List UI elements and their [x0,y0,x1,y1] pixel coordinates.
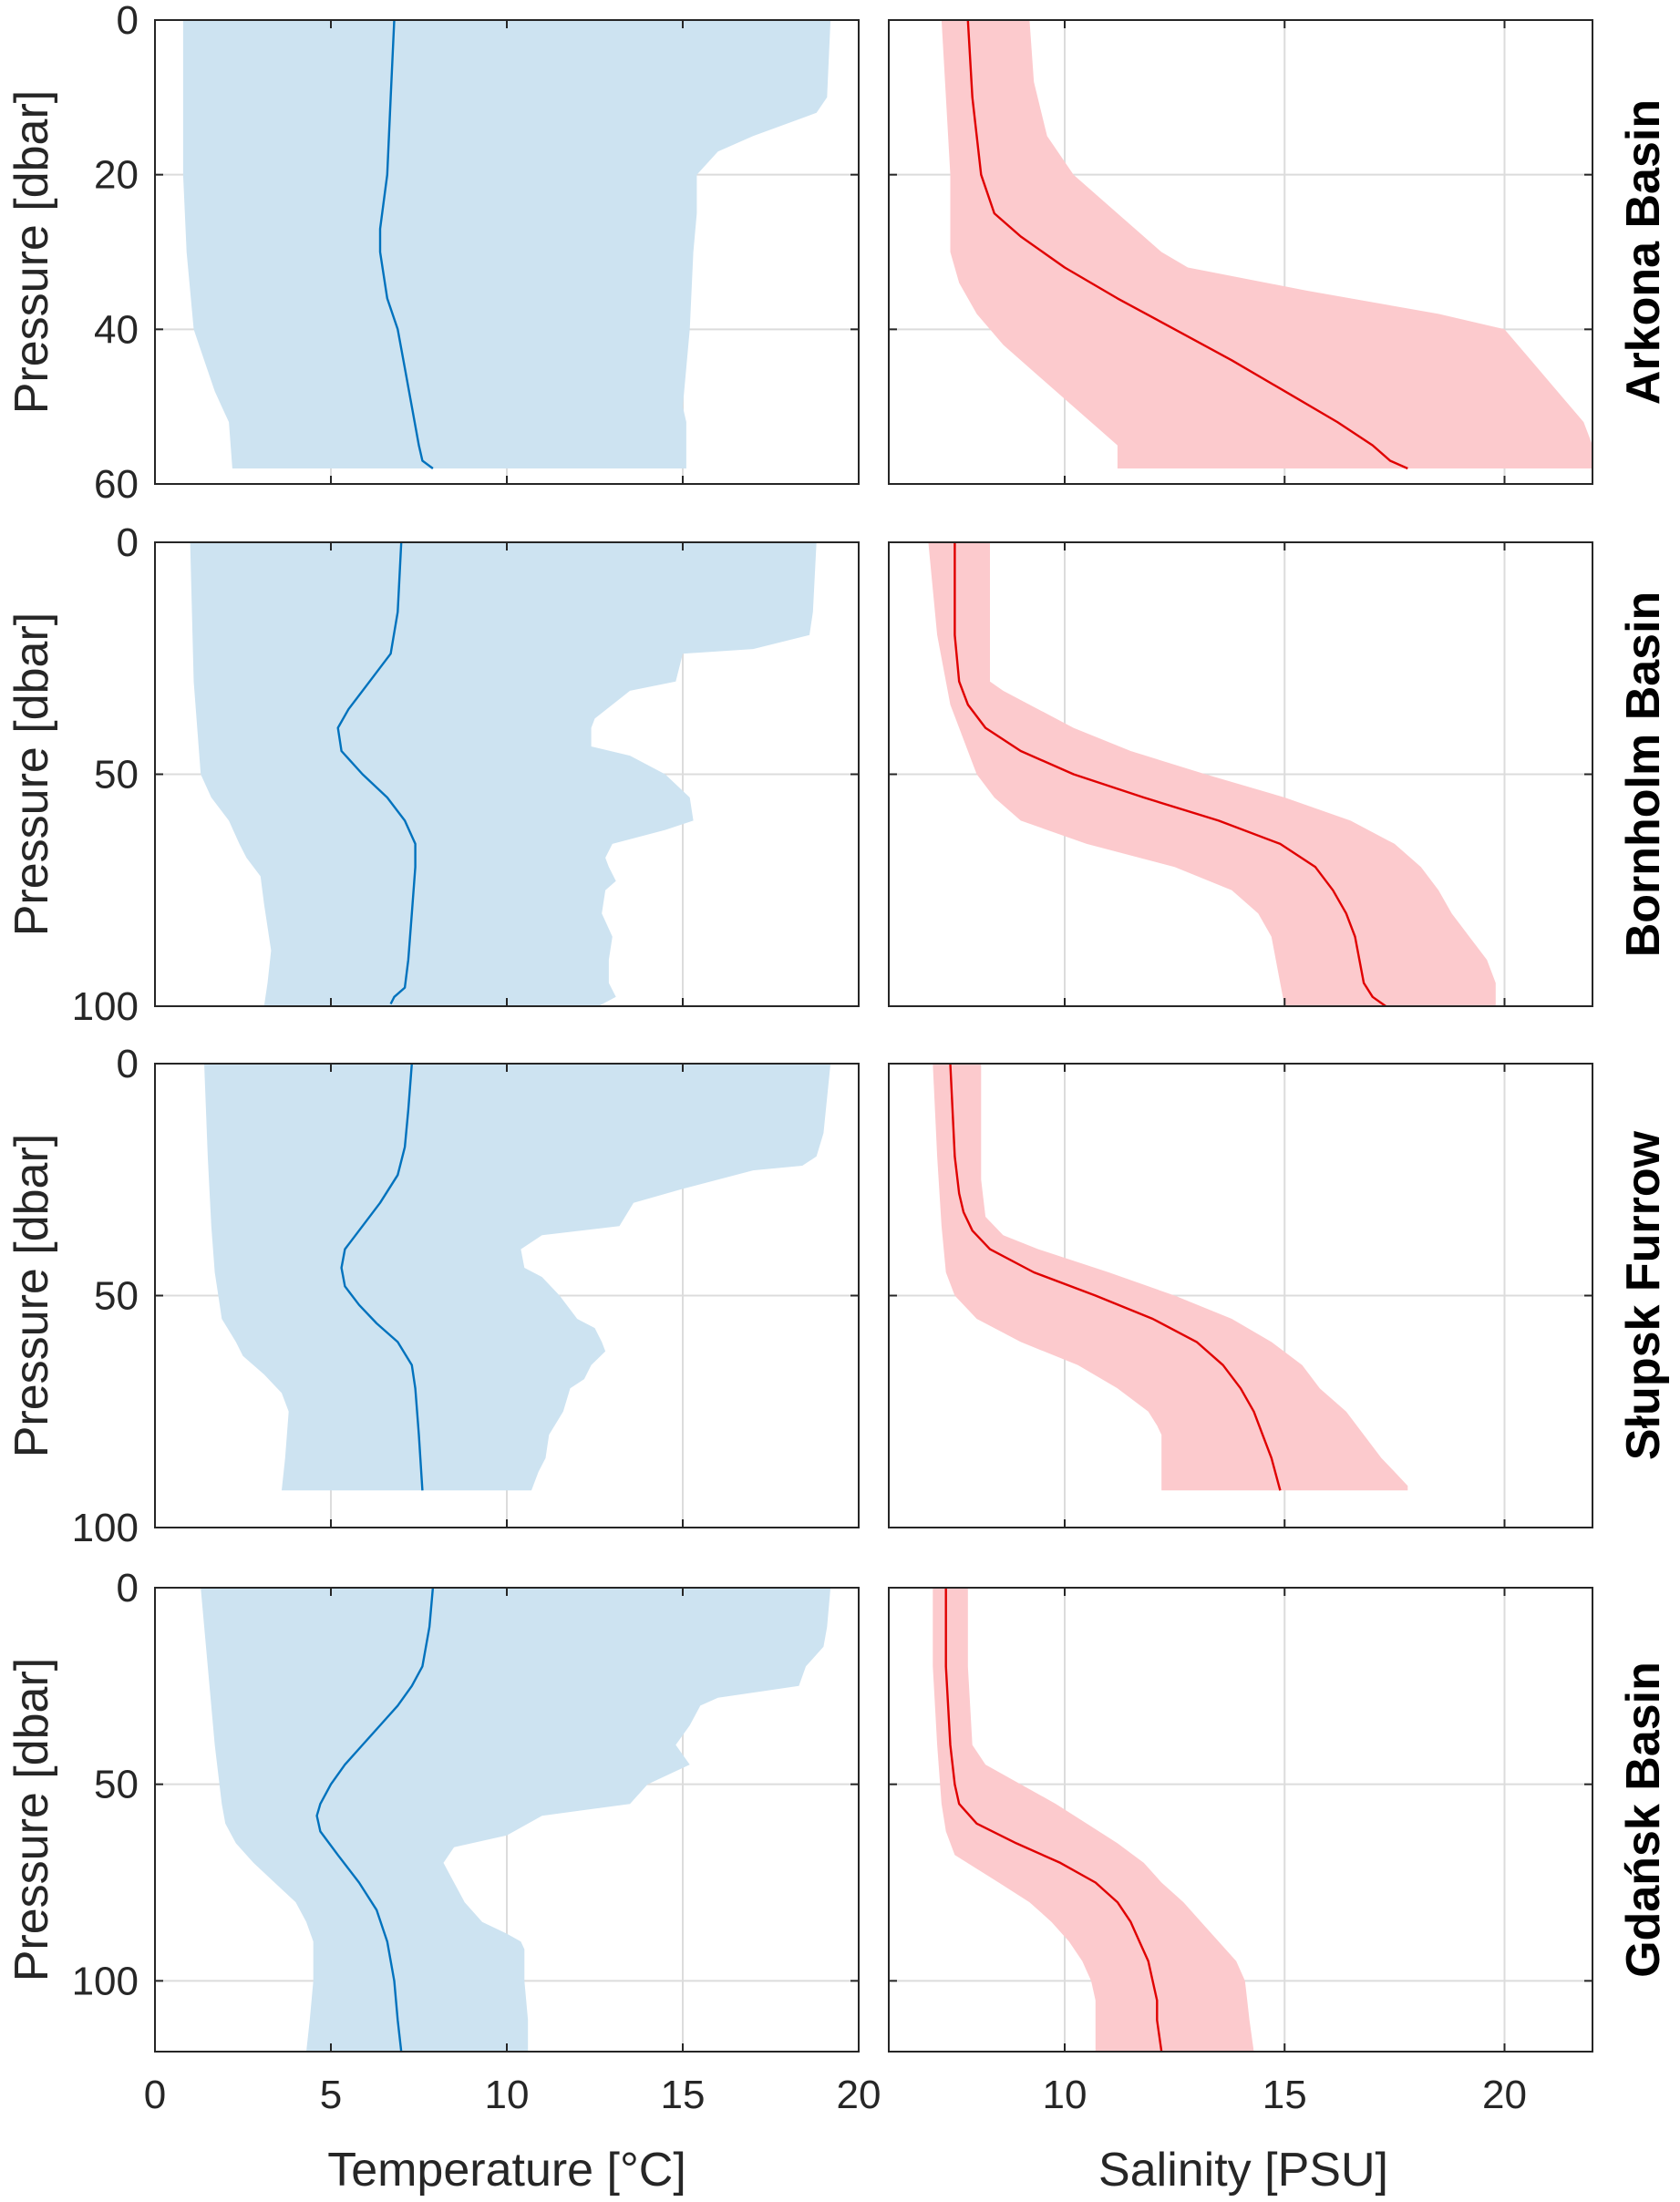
axes-box [888,19,1593,485]
y-tick-label: 100 [72,1959,139,2003]
salinity-panel-1: Bornholm Basin [888,541,1670,1007]
temperature-range-band [201,1588,831,2052]
salinity-mean-line [949,1063,1282,1491]
temperature-panel-1: 0 50 100 Pressure [dbar] [5,520,860,1029]
temperature-mean-line [340,1063,424,1491]
y-tick-label: 60 [94,462,139,507]
y-tick-label: 40 [94,307,139,352]
temperature-mean-line [378,19,434,469]
temperature-panel-2: 0 50 100 Pressure [dbar] [5,1042,860,1550]
y-tick-label: 0 [117,520,139,565]
salinity-range-band [933,1588,1254,2052]
x-tick-label: 20 [837,2073,881,2117]
salinity-range-band [928,542,1496,1006]
temperature-axis-label: Temperature [°C] [327,2144,686,2197]
region-label: Arkona Basin [1617,99,1670,405]
salinity-mean-line [953,542,1386,1007]
temperature-panel-3: 0 50 100 Pressure [dbar] 0 5 10 15 20 [5,1566,881,2117]
temperature-range-band [190,542,817,1006]
y-axis-label: Pressure [dbar] [5,90,58,415]
y-tick-label: 0 [117,0,139,43]
salinity-panel-3: Gdańsk Basin 10 15 20 [888,1587,1670,2117]
x-tick-label: 15 [661,2073,706,2117]
salinity-range-band [941,20,1592,468]
y-tick-label: 0 [117,1566,139,1610]
temperature-range-band [204,1064,831,1491]
y-tick-label: 50 [94,1274,139,1319]
temperature-panel-0: 0 20 40 60 Pressure [dbar] [5,0,860,507]
y-tick-label: 20 [94,153,139,198]
x-tick-label: 0 [144,2073,166,2117]
y-tick-label: 0 [117,1042,139,1086]
region-label: Słupsk Furrow [1617,1130,1670,1460]
temperature-mean-line [315,1587,435,2053]
x-tick-label: 10 [485,2073,530,2117]
y-tick-label: 50 [94,753,139,797]
axes-box [888,1587,1593,2053]
temperature-mean-line [336,541,417,1005]
x-tick-label: 10 [1043,2073,1087,2117]
salinity-mean-line [966,19,1408,470]
y-axis-label: Pressure [dbar] [5,1658,58,1982]
x-tick-label: 20 [1482,2073,1527,2117]
region-label: Bornholm Basin [1617,592,1670,958]
temperature-range-band [182,20,831,468]
salinity-axis-label: Salinity [PSU] [1098,2144,1388,2197]
region-label: Gdańsk Basin [1617,1662,1670,1978]
x-tick-label: 5 [320,2073,342,2117]
salinity-mean-line [944,1588,1163,2053]
salinity-panel-0: Arkona Basin [888,19,1670,485]
y-axis-label: Pressure [dbar] [5,612,58,937]
salinity-panel-2: Słupsk Furrow [888,1063,1670,1528]
y-tick-label: 50 [94,1763,139,1807]
y-tick-label: 100 [72,984,139,1029]
y-axis-label: Pressure [dbar] [5,1134,58,1458]
salinity-range-band [933,1064,1408,1491]
x-tick-label: 15 [1263,2073,1307,2117]
y-tick-label: 100 [72,1506,139,1550]
